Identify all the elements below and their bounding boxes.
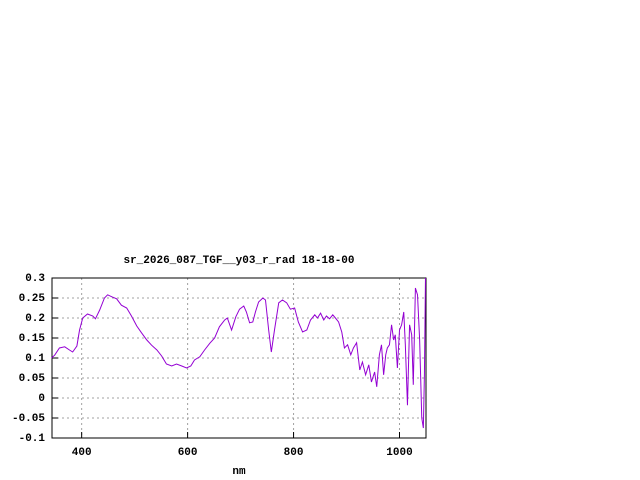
y-tick-label: 0.05: [19, 373, 46, 385]
x-tick-label: 800: [284, 447, 304, 459]
x-tick-label: 400: [72, 447, 92, 459]
y-tick-label: 0.1: [25, 353, 45, 365]
y-tick-label: 0.3: [25, 273, 45, 285]
y-tick-label: 0.2: [25, 313, 45, 325]
data-line: [51, 277, 426, 429]
x-tick-label: 1000: [386, 447, 412, 459]
y-tick-label: -0.1: [19, 433, 46, 445]
y-tick-label: -0.05: [12, 413, 45, 425]
y-tick-label: 0: [38, 393, 45, 405]
x-axis-label: nm: [232, 466, 246, 478]
y-tick-label: 0.15: [19, 333, 46, 345]
chart-title: sr_2026_087_TGF__y03_r_rad 18-18-00: [123, 255, 354, 267]
y-tick-label: 0.25: [19, 293, 46, 305]
x-tick-label: 600: [178, 447, 198, 459]
